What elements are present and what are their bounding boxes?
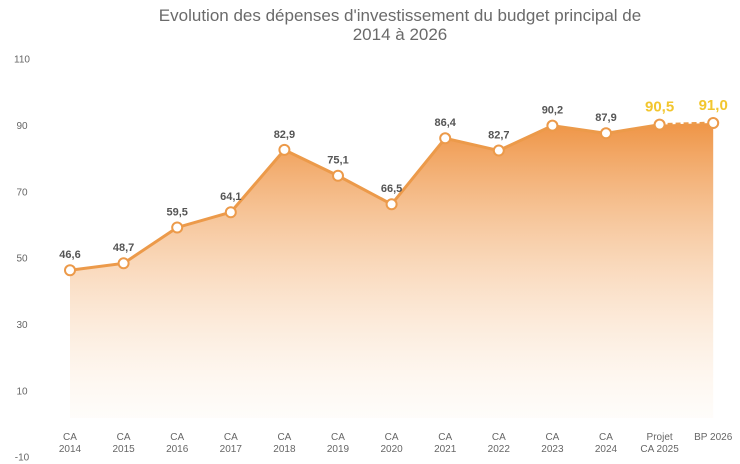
data-label: 90,2	[542, 105, 563, 117]
point	[707, 117, 720, 130]
x-tick-label: CA 2016	[166, 432, 189, 455]
y-tick-label: 70	[16, 187, 28, 198]
point	[224, 206, 237, 219]
x-tick-label: CA 2018	[273, 432, 296, 455]
x-tick-label: CA 2017	[219, 432, 242, 455]
data-label: 82,7	[488, 129, 509, 141]
data-label: 82,9	[274, 129, 295, 141]
x-tick-label: Projet CA 2025	[640, 432, 679, 455]
point	[171, 221, 184, 234]
y-tick-label: 90	[16, 121, 28, 132]
data-label: 86,4	[434, 117, 456, 129]
data-label: 75,1	[327, 155, 348, 167]
x-tick-label: BP 2026	[694, 432, 733, 443]
line	[69, 123, 660, 272]
point	[385, 198, 398, 211]
data-label: 66,5	[381, 183, 402, 195]
data-label: 64,1	[220, 191, 241, 203]
x-tick-label: CA 2019	[326, 432, 350, 455]
x-tick-label: CA 2023	[541, 432, 564, 455]
chart-title: Evolution des dépenses d'investissement …	[158, 6, 642, 44]
point	[546, 119, 559, 132]
y-tick-label: -10	[15, 453, 30, 464]
area	[70, 123, 714, 419]
x-tick-label: CA 2022	[487, 432, 510, 455]
x-tick-label: CA 2021	[434, 432, 457, 455]
point	[64, 264, 76, 277]
data-label: 87,9	[595, 112, 616, 124]
point	[439, 132, 452, 145]
point	[278, 143, 291, 156]
data-label: 91,0	[699, 97, 728, 114]
point	[653, 118, 666, 131]
line-projection	[659, 121, 714, 127]
data-label: 90,5	[645, 99, 674, 116]
x-tick-label: CA 2024	[594, 432, 618, 455]
y-tick-label: 30	[16, 320, 28, 331]
point	[492, 144, 505, 157]
point	[600, 127, 612, 140]
point	[117, 257, 130, 270]
data-label: 46,6	[59, 249, 80, 261]
point	[332, 169, 344, 182]
x-tick-label: CA 2015	[112, 432, 135, 455]
y-tick-label: 110	[14, 55, 30, 66]
x-tick-label: CA 2020	[380, 432, 403, 455]
y-tick-label: 10	[16, 386, 28, 397]
y-tick-label: 50	[16, 254, 28, 265]
data-label: 59,5	[166, 206, 187, 218]
x-tick-label: CA 2014	[58, 432, 82, 455]
data-label: 48,7	[113, 242, 134, 254]
